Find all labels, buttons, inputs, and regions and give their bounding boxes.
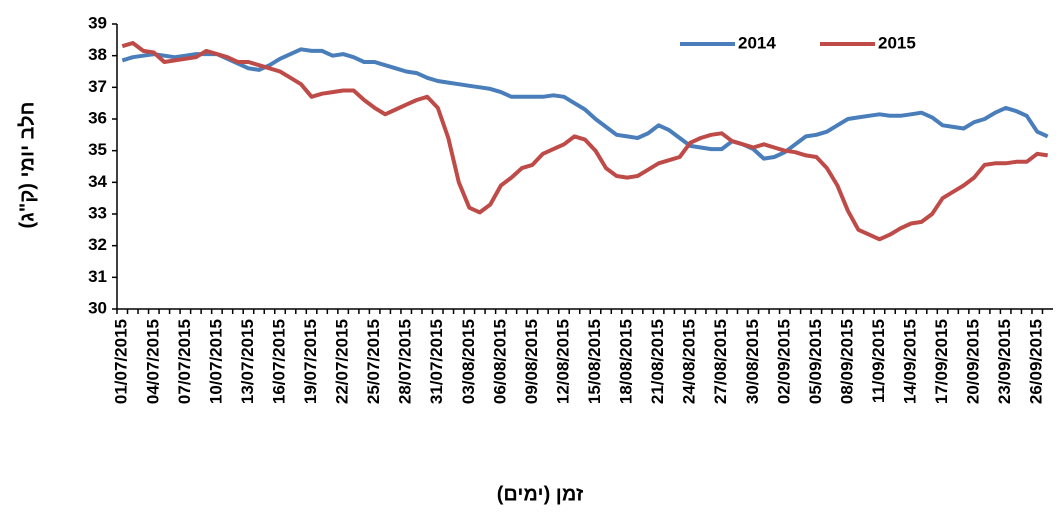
x-tick-label: 26/09/2015 (1027, 319, 1046, 404)
x-tick-label: 21/08/2015 (648, 319, 667, 404)
x-tick-label: 20/09/2015 (964, 319, 983, 404)
y-tick-label: 32 (88, 235, 107, 254)
x-tick-label: 07/07/2015 (175, 319, 194, 404)
y-tick-label: 39 (88, 13, 107, 32)
x-tick-label: 19/07/2015 (301, 319, 320, 404)
x-tick-label: 06/08/2015 (490, 319, 509, 404)
y-axis-title: חלב יומי (ק"ג) (16, 101, 38, 228)
x-tick-label: 15/08/2015 (585, 319, 604, 404)
x-tick-label: 16/07/2015 (269, 319, 288, 404)
y-tick-label: 35 (88, 140, 107, 159)
x-tick-label: 18/08/2015 (617, 319, 636, 404)
y-tick-label: 30 (88, 298, 107, 317)
x-tick-label: 08/09/2015 (837, 319, 856, 404)
legend-label: 2015 (878, 33, 916, 52)
x-tick-label: 13/07/2015 (238, 319, 257, 404)
y-tick-label: 38 (88, 45, 107, 64)
x-tick-label: 02/09/2015 (774, 319, 793, 404)
y-tick-label: 34 (88, 172, 107, 191)
y-tick-label: 37 (88, 77, 107, 96)
x-tick-label: 27/08/2015 (711, 319, 730, 404)
x-tick-label: 31/07/2015 (427, 319, 446, 404)
x-tick-label: 28/07/2015 (396, 319, 415, 404)
x-tick-label: 24/08/2015 (680, 319, 699, 404)
x-tick-label: 22/07/2015 (333, 319, 352, 404)
series-line (121, 47, 1049, 161)
x-tick-label: 23/09/2015 (995, 319, 1014, 404)
x-tick-label: 30/08/2015 (743, 319, 762, 404)
x-tick-label: 25/07/2015 (364, 319, 383, 404)
y-tick-label: 36 (88, 108, 107, 127)
legend-label: 2014 (738, 33, 776, 52)
x-tick-label: 14/09/2015 (901, 319, 920, 404)
y-tick-label: 31 (88, 267, 107, 286)
x-tick-label: 09/08/2015 (522, 319, 541, 404)
x-tick-label: 05/09/2015 (806, 319, 825, 404)
y-tick-label: 33 (88, 203, 107, 222)
x-tick-label: 10/07/2015 (206, 319, 225, 404)
series-line (121, 41, 1049, 242)
x-tick-label: 12/08/2015 (553, 319, 572, 404)
x-tick-label: 11/09/2015 (869, 319, 888, 403)
x-tick-label: 17/09/2015 (932, 319, 951, 404)
x-axis-title: זמן (ימים) (497, 483, 584, 505)
x-tick-label: 03/08/2015 (459, 319, 478, 404)
x-tick-label: 04/07/2015 (143, 319, 162, 404)
x-tick-label: 01/07/2015 (112, 319, 131, 404)
